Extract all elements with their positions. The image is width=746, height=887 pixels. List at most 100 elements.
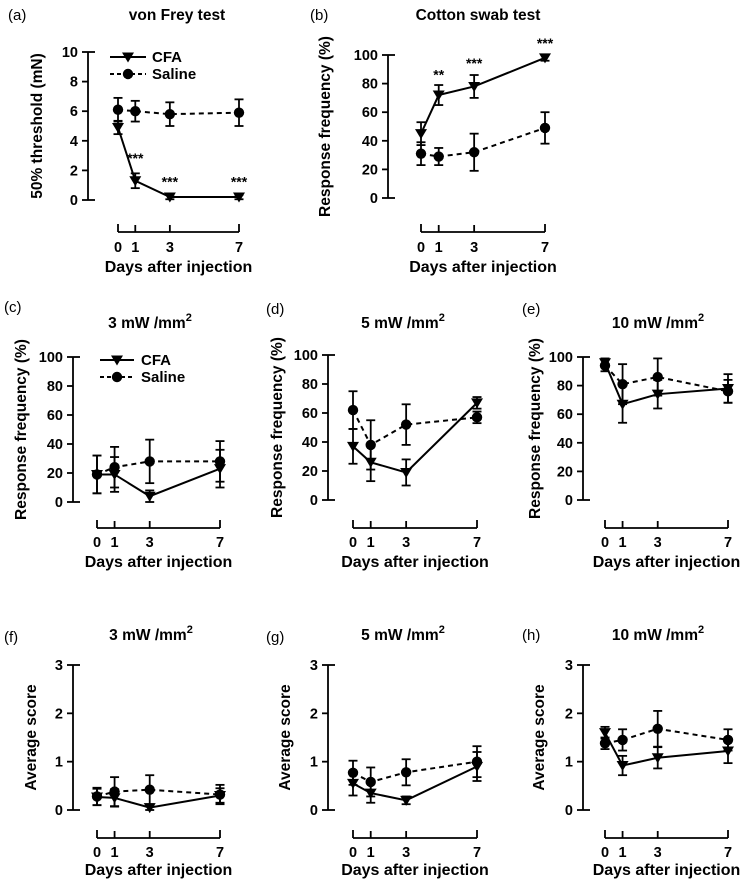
- cfa-marker: [163, 192, 176, 203]
- x-axis-title: Days after injection: [341, 554, 489, 571]
- x-axis-title: Days after injection: [593, 554, 741, 571]
- panel-title: von Frey test: [129, 7, 225, 24]
- y-tick-label: 40: [302, 435, 318, 451]
- panel-c-3mw-response: (c) 3 mW /mm2 0 20 40 60 80 100 Response frequen…: [0, 290, 248, 587]
- y-tick-label: 60: [47, 408, 63, 424]
- x-tick-label: 7: [724, 535, 732, 551]
- x-tick-label: 3: [402, 845, 410, 861]
- series-saline: [91, 438, 226, 495]
- y-axis: [577, 664, 590, 811]
- series-cfa: [415, 53, 551, 146]
- y-tick-label: 100: [39, 350, 63, 366]
- saline-marker: [400, 767, 412, 778]
- y-tick-label: 0: [55, 803, 63, 819]
- y-axis-title: 50% threshold (mN): [29, 53, 46, 199]
- x-tick-label: 0: [349, 845, 357, 861]
- x-tick-label: 7: [541, 240, 549, 256]
- series-cfa: [347, 751, 483, 806]
- y-tick-label: 0: [565, 493, 573, 509]
- x-tick-label: 0: [349, 535, 357, 551]
- cfa-marker: [432, 90, 445, 101]
- y-tick-label: 3: [310, 658, 318, 674]
- x-axis: [96, 520, 221, 529]
- x-tick-label: 1: [367, 845, 375, 861]
- saline-line: [604, 727, 729, 745]
- cfa-marker: [143, 803, 156, 814]
- y-tick-label: 100: [549, 350, 573, 366]
- x-tick-label: 1: [619, 845, 627, 861]
- panel-c-chart: (c) 3 mW /mm2 0 20 40 60 80 100 Response frequen…: [4, 299, 232, 571]
- series-cfa: [112, 119, 245, 203]
- panel-letter: (b): [310, 7, 328, 24]
- significance-stars: ***: [162, 174, 179, 190]
- significance-stars: ***: [537, 35, 554, 51]
- cfa-marker: [364, 788, 377, 799]
- cfa-line: [352, 402, 478, 474]
- cfa-marker: [400, 795, 413, 806]
- panel-h-10mw-score: (h) 10 mW /mm2 0 1 2 3 Average score 0 1 3 7 Days a…: [496, 592, 746, 887]
- saline-marker: [599, 738, 611, 749]
- saline-line: [604, 364, 729, 393]
- saline-marker: [144, 456, 155, 467]
- panel-letter: (c): [4, 299, 22, 316]
- cfa-marker: [233, 192, 245, 203]
- y-tick-label: 8: [70, 75, 78, 91]
- saline-line: [96, 460, 220, 476]
- saline-line: [352, 409, 478, 447]
- legend-saline-marker: [122, 68, 134, 80]
- significance-stars: ***: [127, 150, 144, 166]
- y-axis-title: Average score: [277, 684, 294, 791]
- y-tick-label: 80: [47, 379, 63, 395]
- x-axis: [604, 830, 729, 839]
- series-cfa: [599, 357, 734, 424]
- y-tick-label: 0: [55, 495, 63, 511]
- cfa-marker: [599, 358, 611, 369]
- saline-marker: [617, 734, 628, 746]
- y-tick-label: 20: [362, 162, 378, 178]
- x-tick-label: 7: [473, 845, 481, 861]
- series-saline: [91, 774, 226, 808]
- panel-letter: (d): [266, 301, 284, 318]
- y-axis: [67, 664, 80, 811]
- y-tick-label: 60: [362, 105, 378, 121]
- y-tick-label: 100: [354, 48, 378, 64]
- y-tick-label: 40: [47, 437, 63, 453]
- legend-cfa-marker: [122, 52, 134, 63]
- saline-marker: [617, 378, 628, 390]
- y-tick-label: 0: [310, 493, 318, 509]
- x-tick-label: 1: [367, 535, 375, 551]
- panel-e-chart: (e) 10 mW /mm2 0 20 40 60 80 100 Response freque…: [522, 301, 741, 571]
- x-axis: [352, 520, 478, 529]
- legend-saline-label: Saline: [152, 66, 196, 83]
- cfa-marker: [400, 467, 413, 478]
- cfa-line: [352, 765, 478, 802]
- y-tick-label: 40: [362, 134, 378, 150]
- x-tick-label: 0: [417, 240, 425, 256]
- x-axis-title: Days after injection: [105, 259, 253, 276]
- y-axis: [322, 354, 335, 501]
- panel-letter: (f): [4, 629, 18, 646]
- y-tick-label: 60: [557, 407, 573, 423]
- panel-letter: (g): [266, 629, 284, 646]
- x-axis-title: Days after injection: [341, 862, 489, 879]
- y-tick-label: 2: [70, 163, 78, 179]
- panel-title: 5 mW /mm2: [361, 624, 445, 644]
- x-tick-label: 3: [654, 845, 662, 861]
- cfa-line: [420, 56, 546, 135]
- series-saline: [599, 710, 734, 752]
- y-tick-label: 80: [362, 77, 378, 93]
- x-axis: [96, 830, 221, 839]
- saline-marker: [400, 419, 412, 430]
- y-tick-label: 4: [70, 134, 78, 150]
- significance-stars: ***: [466, 55, 483, 71]
- legend-cfa-marker: [111, 355, 123, 366]
- series-saline: [415, 111, 551, 172]
- x-tick-label: 7: [216, 535, 224, 551]
- x-tick-label: 0: [93, 845, 101, 861]
- x-axis: [117, 224, 240, 233]
- x-tick-label: 3: [166, 240, 174, 256]
- panel-letter: (h): [522, 627, 540, 644]
- cfa-marker: [91, 792, 103, 803]
